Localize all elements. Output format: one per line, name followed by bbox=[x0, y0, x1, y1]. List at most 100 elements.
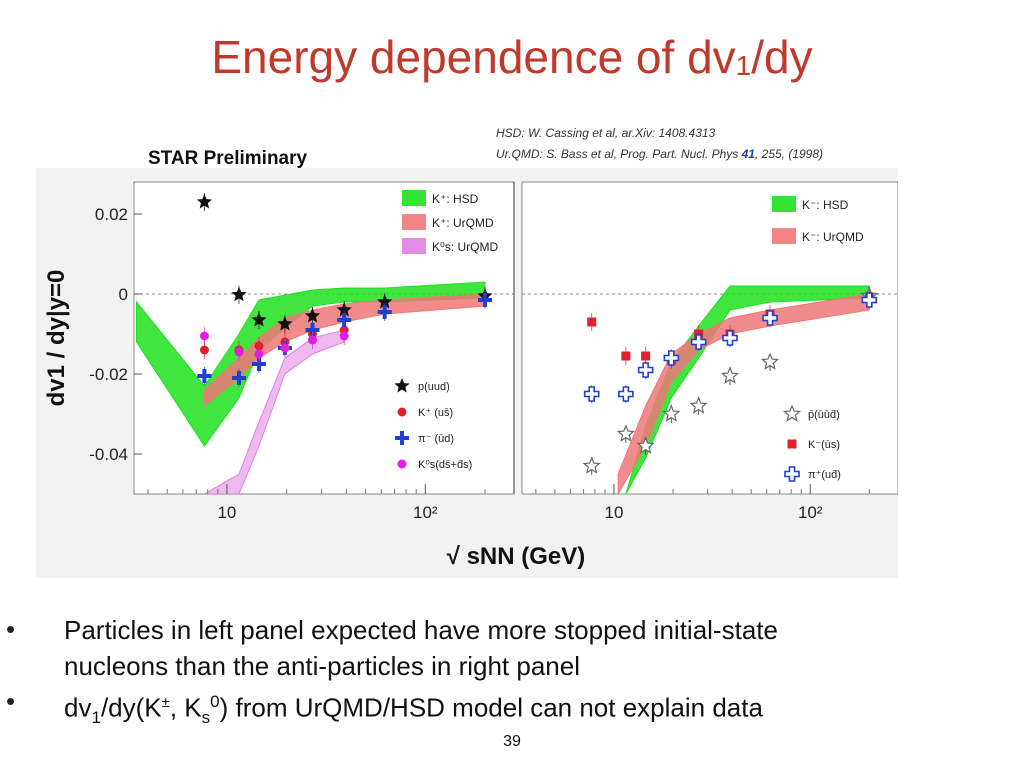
legend-label: K⁺: HSD bbox=[432, 192, 479, 206]
slide-title: Energy dependence of dv1/dy bbox=[0, 30, 1024, 84]
y-axis-label: dv1 / dy|y=0 bbox=[43, 270, 70, 407]
circle-marker bbox=[234, 347, 244, 357]
open-star-marker bbox=[689, 396, 708, 414]
y-tick-label: -0.04 bbox=[89, 445, 128, 464]
plus-marker-v bbox=[202, 369, 207, 383]
urqmd-ref-volume: 41 bbox=[741, 147, 755, 161]
star-marker bbox=[304, 308, 321, 323]
square-marker bbox=[587, 317, 597, 327]
legend-label: π⁻ (ūd) bbox=[418, 433, 454, 445]
legend-label: K⁻(ūs) bbox=[808, 439, 840, 451]
legend-label: p̄(ūūd̄) bbox=[808, 409, 840, 421]
open-plus-marker bbox=[784, 466, 800, 482]
circle-marker bbox=[199, 331, 209, 341]
plus-marker-v bbox=[310, 323, 315, 337]
open-star-marker bbox=[636, 436, 655, 454]
urqmd-ref-suffix: , 255, (1998) bbox=[754, 147, 824, 161]
open-star-marker bbox=[662, 404, 681, 422]
legend-swatch bbox=[772, 196, 796, 212]
square-marker bbox=[787, 439, 797, 449]
star-marker bbox=[336, 302, 352, 317]
legend-label: K⁻: HSD bbox=[802, 198, 849, 212]
right-data-points bbox=[582, 286, 879, 475]
bullet-marker-1: • bbox=[6, 614, 16, 644]
urqmd-ref-prefix: Ur.QMD: S. Bass et al, Prog. Part. Nucl.… bbox=[496, 147, 742, 161]
open-plus-marker bbox=[637, 362, 654, 378]
plus-marker-v bbox=[382, 305, 387, 319]
open-star-marker bbox=[782, 404, 802, 422]
open-plus-marker bbox=[690, 334, 707, 350]
open-star-marker bbox=[582, 456, 601, 474]
bullet-2-sub2: s bbox=[201, 707, 211, 727]
x-ticks: 10 10² 10 10² bbox=[147, 484, 870, 522]
bullet-2-prefix: dv bbox=[64, 692, 92, 723]
open-plus-marker bbox=[618, 386, 634, 402]
y-ticks: 0.02 0 -0.02 -0.04 bbox=[89, 205, 142, 464]
open-plus-marker bbox=[583, 386, 600, 402]
model-band bbox=[617, 293, 870, 494]
plus-marker-v bbox=[483, 293, 488, 307]
star-marker bbox=[277, 316, 293, 331]
legend-label: K⁰s(ds̄+d̄s) bbox=[418, 459, 472, 471]
star-marker bbox=[231, 286, 247, 302]
plus-marker-v bbox=[400, 431, 404, 445]
bullet-marker-2: • bbox=[6, 686, 16, 716]
circle-marker bbox=[254, 349, 264, 359]
y-tick-label: -0.02 bbox=[89, 365, 128, 384]
title-suffix: /dy bbox=[751, 31, 813, 83]
bullet-1-line-1: Particles in left panel expected have mo… bbox=[64, 615, 778, 645]
legends: K⁺: HSD K⁺: UrQMD K⁰s: UrQMD p(uud) K⁺ (us̄)… bbox=[394, 190, 864, 482]
open-star-marker bbox=[760, 352, 780, 370]
x-tick-label: 10² bbox=[413, 503, 438, 522]
square-marker bbox=[641, 351, 651, 361]
bullet-2-sup2: 0 bbox=[210, 692, 220, 711]
left-data-points bbox=[196, 193, 493, 387]
bullet-2-mid2: , K bbox=[169, 692, 202, 723]
open-star-marker bbox=[616, 424, 635, 442]
urqmd-reference: Ur.QMD: S. Bass et al, Prog. Part. Nucl.… bbox=[496, 147, 823, 161]
plus-marker-v bbox=[256, 357, 261, 371]
plus-marker-v bbox=[342, 313, 347, 327]
bullet-2-sub1: 1 bbox=[91, 707, 101, 727]
circle-marker bbox=[308, 335, 318, 345]
circle-marker bbox=[339, 331, 349, 341]
title-subscript: 1 bbox=[735, 50, 752, 81]
x-axis-label: √ sNN (GeV) bbox=[447, 543, 586, 570]
star-marker bbox=[377, 294, 393, 309]
legend-label: K⁰s: UrQMD bbox=[432, 240, 498, 254]
open-star-marker bbox=[720, 366, 740, 384]
x-tick-label: 10 bbox=[217, 503, 236, 522]
legend-swatch bbox=[402, 238, 426, 254]
title-prefix: Energy dependence of dv bbox=[211, 31, 736, 83]
legend-label: K⁻: UrQMD bbox=[802, 230, 864, 244]
x-tick-label: 10² bbox=[798, 503, 823, 522]
bullet-2-sup1: ± bbox=[161, 694, 170, 711]
bullet-2-suffix: ) from UrQMD/HSD model can not explain d… bbox=[219, 692, 763, 723]
hsd-reference: HSD: W. Cassing et al, ar.Xiv: 1408.4313 bbox=[496, 126, 716, 140]
legend-swatch bbox=[402, 190, 426, 206]
open-plus-marker bbox=[762, 310, 778, 326]
legend-swatch bbox=[402, 214, 426, 230]
legend-label: K⁺: UrQMD bbox=[432, 216, 494, 230]
star-marker bbox=[394, 378, 410, 393]
star-marker bbox=[251, 312, 267, 327]
legend-label: π⁺(ud̄) bbox=[808, 469, 841, 481]
circle-marker bbox=[280, 343, 290, 353]
square-marker bbox=[621, 351, 631, 361]
open-plus-marker bbox=[663, 350, 680, 366]
plus-marker-v bbox=[236, 371, 241, 385]
open-plus-marker bbox=[722, 330, 738, 346]
circle-marker bbox=[199, 345, 209, 355]
star-preliminary-label: STAR Preliminary bbox=[148, 148, 308, 169]
open-plus-marker bbox=[861, 292, 878, 308]
y-tick-label: 0.02 bbox=[95, 205, 128, 224]
star-marker bbox=[196, 194, 212, 209]
legend-label: p(uud) bbox=[418, 381, 450, 393]
bullet-2: dv1/dy(K±, Ks0) from UrQMD/HSD model can… bbox=[64, 684, 763, 736]
bullet-2-mid: /dy(K bbox=[100, 692, 162, 723]
y-tick-label: 0 bbox=[119, 285, 128, 304]
circle-marker bbox=[397, 407, 407, 417]
page-number: 39 bbox=[503, 733, 521, 750]
legend-label: K⁺ (us̄) bbox=[418, 407, 453, 419]
bullet-1-line-2: nucleons than the anti-particles in righ… bbox=[64, 651, 580, 681]
